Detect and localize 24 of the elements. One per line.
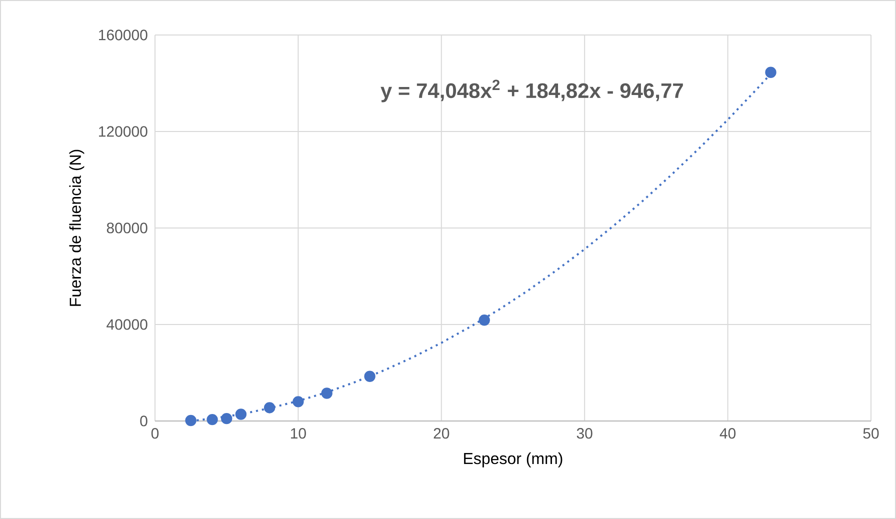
point — [185, 414, 196, 426]
point — [364, 370, 376, 382]
x-tick-label: 40 — [720, 428, 736, 439]
point — [765, 66, 776, 78]
point — [235, 408, 247, 420]
point — [478, 314, 490, 326]
y-tick-label: 0 — [140, 416, 148, 426]
x-tick-label: 20 — [434, 428, 450, 439]
point — [321, 388, 332, 399]
text: y = 74,048x$^{2}$ + 184,82x - 946,77 — [380, 80, 683, 102]
point — [206, 414, 218, 426]
x-tick-label: 10 — [290, 428, 306, 439]
point — [264, 402, 276, 414]
y-tick-label: 120000 — [99, 126, 148, 137]
y-tick-label: 40000 — [106, 319, 148, 330]
x-tick-label: 50 — [863, 428, 879, 439]
point — [221, 412, 232, 424]
x-axis-title: Espesor (mm) — [464, 452, 562, 468]
y-tick-label: 80000 — [106, 222, 148, 234]
x-tick-label: 30 — [576, 428, 592, 439]
point — [292, 396, 304, 408]
y-tick-label: 160000 — [99, 30, 148, 40]
x-tick-label: 0 — [151, 428, 159, 439]
y-axis-title: Fuerza de fluencia (N) — [69, 150, 84, 306]
